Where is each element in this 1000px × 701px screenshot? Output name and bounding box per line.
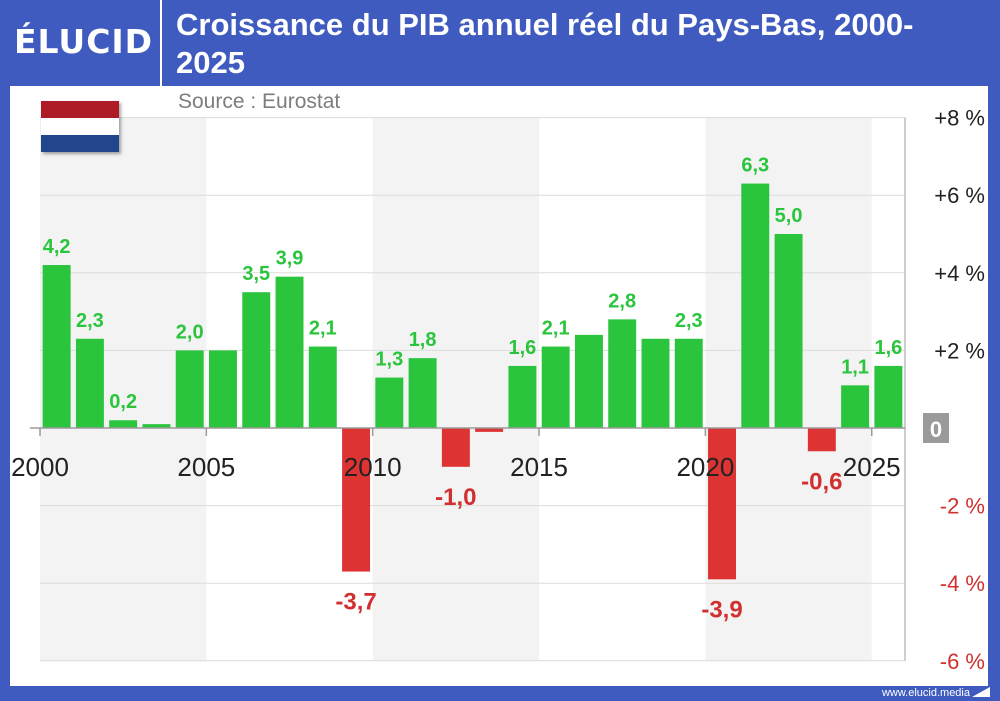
x-tick-label-2000: 2000 [11, 452, 69, 482]
bar-2008 [308, 346, 337, 428]
bar-2021 [741, 183, 770, 428]
x-tick-label-2005: 2005 [177, 452, 235, 482]
flag-stripe-red [41, 101, 119, 118]
data-label-2019: 2,3 [675, 310, 703, 332]
data-label-2021: 6,3 [741, 155, 769, 177]
bar-2005 [209, 350, 237, 428]
x-tick-label-2020: 2020 [676, 452, 734, 482]
data-label-2015: 2,1 [542, 318, 570, 340]
header-bar: ÉLUCID Croissance du PIB annuel réel du … [0, 0, 1000, 86]
bar-2001 [75, 338, 104, 428]
data-label-2007: 3,9 [276, 248, 304, 270]
data-label-2009: -3,7 [335, 589, 376, 616]
bar-2011 [408, 358, 437, 428]
bar-2020 [708, 428, 736, 580]
y-tick-label--2: -2 % [940, 494, 985, 519]
data-label-2023: -0,6 [801, 468, 842, 495]
y-tick-label--6: -6 % [940, 649, 985, 674]
bar-2014 [508, 365, 537, 428]
data-label-2002: 0,2 [109, 391, 137, 413]
bar-2012 [441, 428, 470, 467]
data-label-2017: 2,8 [608, 290, 636, 312]
y-tick-label-2: +2 % [934, 338, 985, 363]
bar-2022 [774, 234, 803, 428]
netherlands-flag-icon [41, 101, 119, 152]
bar-2004 [175, 350, 204, 428]
bar-2006 [242, 292, 271, 428]
data-label-2020: -3,9 [701, 596, 742, 623]
bar-2018 [641, 338, 670, 428]
bar-2013 [475, 428, 504, 432]
zero-badge [923, 413, 949, 443]
elucid-logo: ÉLUCID [14, 22, 154, 61]
bar-2024 [841, 385, 870, 428]
data-label-2012: -1,0 [435, 484, 476, 511]
data-label-2001: 2,3 [76, 310, 104, 332]
x-tick-label-2015: 2015 [510, 452, 568, 482]
bar-2017 [608, 319, 637, 428]
data-label-2006: 3,5 [242, 263, 270, 285]
bar-2002 [109, 420, 138, 428]
x-tick-label-2010: 2010 [344, 452, 402, 482]
data-label-2014: 1,6 [508, 337, 536, 359]
bar-chart: 2000 2005 2010 2015 2020 2025 4,2 2,3 0,2 2,0 3,5 3… [11, 106, 985, 674]
y-tick-label-0: 0 [930, 417, 942, 442]
data-label-2022: 5,0 [775, 205, 803, 227]
bar-2015 [541, 346, 570, 428]
chart-panel: 2000 2005 2010 2015 2020 2025 4,2 2,3 0,2 2,0 3,5 3… [10, 86, 988, 686]
y-tick-label-6: +6 % [934, 183, 985, 208]
bar-2007 [275, 276, 304, 428]
y-tick-label-4: +4 % [934, 261, 985, 286]
y-tick-label-8: +8 % [934, 106, 985, 131]
bar-2000 [42, 265, 71, 428]
chart-title: Croissance du PIB annuel réel du Pays-Ba… [176, 7, 914, 80]
data-label-2000: 4,2 [43, 236, 71, 258]
data-label-2011: 1,8 [409, 329, 437, 351]
data-label-2025: 1,6 [874, 337, 902, 359]
source-note: Source : Eurostat [178, 90, 341, 113]
data-label-2004: 2,0 [176, 321, 204, 343]
data-label-2024: 1,1 [841, 356, 869, 378]
bar-2010 [375, 377, 404, 428]
bar-2009 [342, 428, 371, 572]
y-tick-label--4: -4 % [940, 571, 985, 596]
flag-stripe-white [41, 118, 119, 135]
bar-2025 [874, 365, 903, 428]
x-tick-label-2025: 2025 [843, 452, 901, 482]
elucid-mark-icon [972, 687, 990, 697]
data-label-2010: 1,3 [375, 349, 403, 371]
bar-2003 [142, 424, 171, 428]
header-divider [160, 0, 162, 86]
website-link[interactable]: www.elucid.media [881, 687, 970, 699]
data-label-2008: 2,1 [309, 318, 337, 340]
bar-2019 [674, 338, 703, 428]
flag-stripe-blue [41, 135, 119, 152]
bar-2016 [574, 334, 603, 428]
bar-2023 [807, 428, 836, 452]
